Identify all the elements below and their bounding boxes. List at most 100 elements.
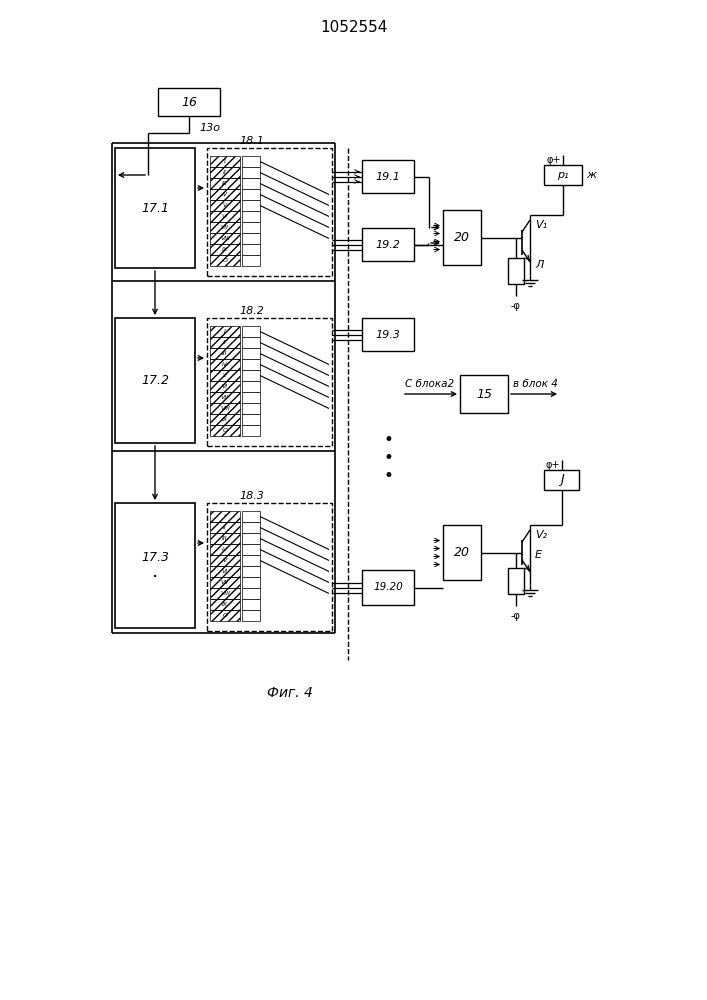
Text: 17.1: 17.1 [141, 202, 169, 215]
Text: VII: VII [221, 225, 229, 230]
Bar [210, 414, 240, 425]
Bar [210, 566, 240, 577]
Bar [544, 470, 579, 490]
Bar [210, 255, 240, 266]
Text: IV: IV [222, 547, 228, 552]
Bar [242, 544, 260, 555]
Text: O: O [223, 428, 228, 433]
Bar [362, 570, 414, 605]
Bar [210, 381, 240, 392]
Text: 16: 16 [181, 96, 197, 108]
Text: Фиг. 4: Фиг. 4 [267, 686, 313, 700]
Bar [210, 167, 240, 178]
Bar [242, 555, 260, 566]
Bar [210, 544, 240, 555]
Bar [242, 178, 260, 189]
Bar [210, 511, 240, 522]
Bar [210, 156, 240, 167]
Text: 13о: 13о [199, 123, 220, 133]
Text: ж: ж [586, 170, 596, 180]
Bar [362, 228, 414, 261]
Bar [242, 425, 260, 436]
Text: O: O [223, 258, 228, 263]
Text: 15: 15 [476, 387, 492, 400]
Bar [242, 167, 260, 178]
Bar [242, 599, 260, 610]
Bar [443, 525, 481, 580]
Bar [207, 318, 332, 446]
Text: 17.2: 17.2 [141, 374, 169, 387]
Bar [210, 370, 240, 381]
Text: V: V [223, 203, 227, 208]
Bar [210, 244, 240, 255]
Text: VIII: VIII [220, 406, 230, 411]
Text: V: V [223, 558, 227, 563]
Bar [210, 337, 240, 348]
Bar [242, 211, 260, 222]
Bar [544, 165, 582, 185]
Bar [242, 610, 260, 621]
Text: р₁: р₁ [557, 170, 569, 180]
Text: IX: IX [222, 247, 228, 252]
Text: φ+: φ+ [547, 155, 561, 165]
Text: •: • [383, 431, 393, 449]
Bar [242, 370, 260, 381]
Text: 18.2: 18.2 [240, 306, 264, 316]
Bar [207, 503, 332, 631]
Bar [508, 258, 524, 284]
Text: II: II [223, 340, 227, 345]
Text: VII: VII [221, 580, 229, 585]
Text: VI: VI [222, 384, 228, 389]
Bar [210, 599, 240, 610]
Bar [210, 610, 240, 621]
Text: 20: 20 [454, 231, 470, 244]
Text: VIII: VIII [220, 591, 230, 596]
Bar [210, 200, 240, 211]
Bar [242, 326, 260, 337]
Text: С блока2: С блока2 [405, 379, 455, 389]
Bar [242, 522, 260, 533]
Text: 18.3: 18.3 [240, 491, 264, 501]
Bar [460, 375, 508, 413]
Bar [115, 318, 195, 443]
Text: -φ: -φ [511, 611, 521, 621]
Bar [242, 222, 260, 233]
Bar [242, 588, 260, 599]
Text: V: V [223, 373, 227, 378]
Bar [362, 160, 414, 193]
Bar [210, 189, 240, 200]
Text: 19.1: 19.1 [375, 172, 400, 182]
Bar [242, 392, 260, 403]
Bar [210, 178, 240, 189]
Text: -φ: -φ [511, 301, 521, 311]
Text: III: III [222, 351, 228, 356]
Bar [207, 148, 332, 276]
Text: VI: VI [222, 214, 228, 219]
Bar [242, 577, 260, 588]
Bar [242, 533, 260, 544]
Bar [210, 533, 240, 544]
Text: I: I [224, 329, 226, 334]
Text: VII: VII [221, 395, 229, 400]
Text: IX: IX [222, 602, 228, 607]
Bar [242, 233, 260, 244]
Bar [242, 511, 260, 522]
Bar [242, 403, 260, 414]
Bar [158, 88, 220, 116]
Text: I: I [224, 159, 226, 164]
Bar [242, 414, 260, 425]
Bar [508, 568, 524, 594]
Bar [210, 392, 240, 403]
Text: 20: 20 [454, 546, 470, 559]
Text: 19.3: 19.3 [375, 330, 400, 340]
Bar [242, 337, 260, 348]
Bar [115, 148, 195, 268]
Text: III: III [222, 536, 228, 541]
Bar [242, 255, 260, 266]
Bar [210, 522, 240, 533]
Text: III: III [222, 181, 228, 186]
Text: φ+: φ+ [545, 460, 559, 470]
Bar [362, 318, 414, 351]
Text: IV: IV [222, 362, 228, 367]
Text: II: II [223, 170, 227, 175]
